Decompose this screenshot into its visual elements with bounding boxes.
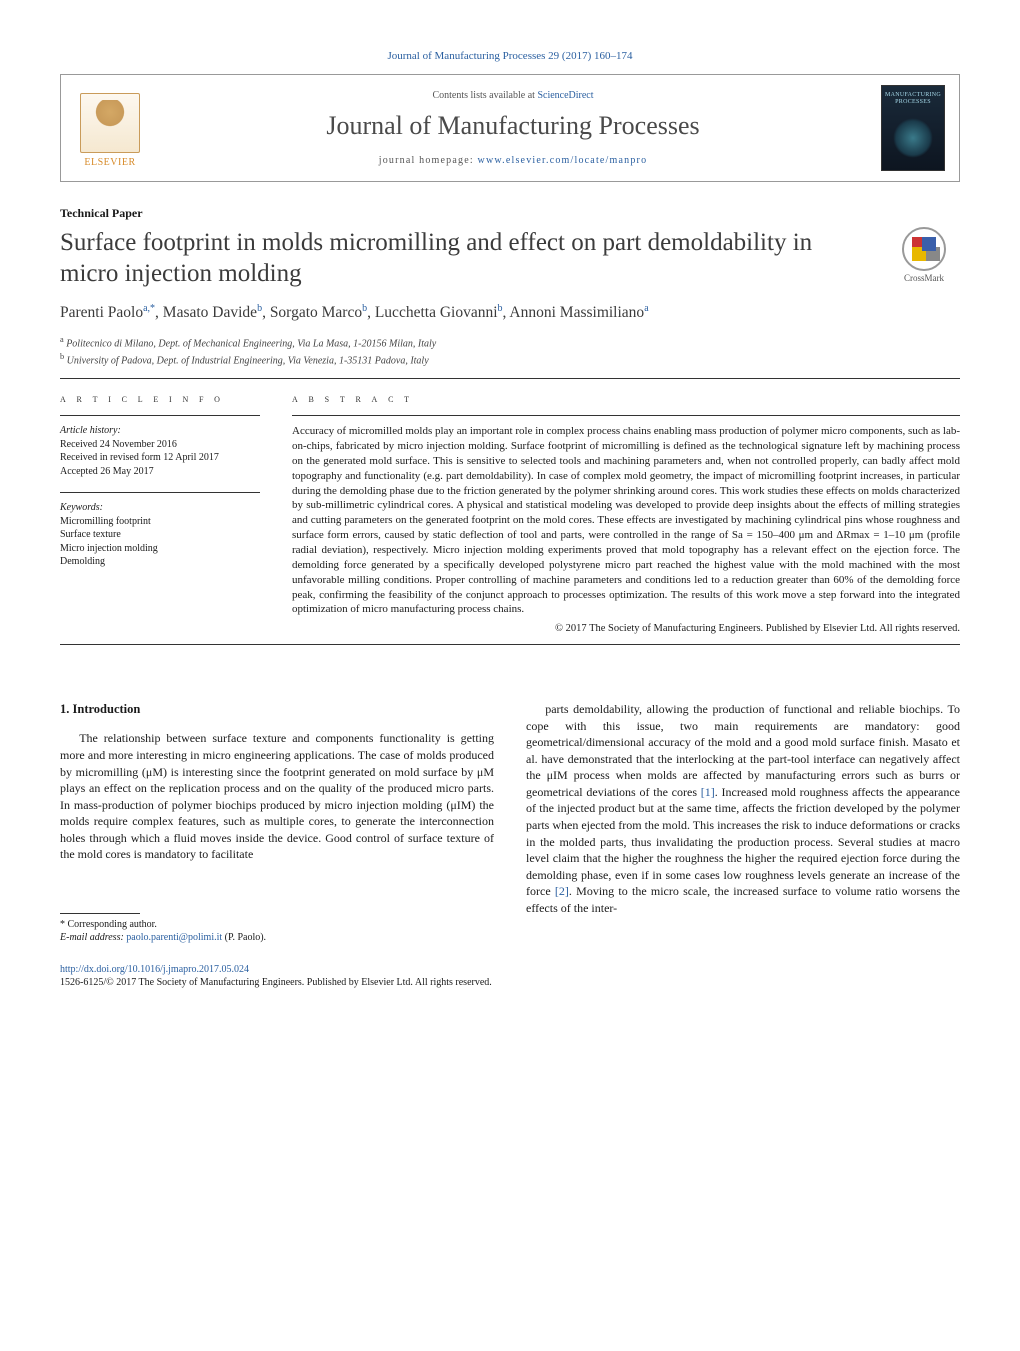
body-paragraph: parts demoldability, allowing the produc…: [526, 701, 960, 916]
keywords-label: Keywords:: [60, 501, 260, 515]
paper-title: Surface footprint in molds micromilling …: [60, 227, 868, 290]
section-number: 1.: [60, 702, 69, 716]
article-history-label: Article history:: [60, 424, 260, 438]
section-heading: 1. Introduction: [60, 701, 494, 718]
email-suffix: (P. Paolo).: [222, 932, 266, 943]
abstract-column: a b s t r a c t Accuracy of micromilled …: [292, 393, 960, 634]
info-divider: [60, 492, 260, 493]
keyword: Demolding: [60, 555, 260, 569]
footnote-rule: [60, 913, 140, 914]
affiliations: a Politecnico di Milano, Dept. of Mechan…: [60, 334, 960, 369]
contents-available-line: Contents lists available at ScienceDirec…: [145, 90, 881, 101]
author-list: Parenti Paoloa,*, Masato Davideb, Sorgat…: [60, 302, 960, 324]
doi-link[interactable]: http://dx.doi.org/10.1016/j.jmapro.2017.…: [60, 964, 249, 975]
abstract-text: Accuracy of micromilled molds play an im…: [292, 424, 960, 617]
email-line: E-mail address: paolo.parenti@polimi.it …: [60, 931, 494, 945]
body-paragraph: The relationship between surface texture…: [60, 730, 494, 862]
contents-prefix: Contents lists available at: [432, 90, 537, 101]
homepage-prefix: journal homepage:: [379, 155, 478, 166]
keyword: Surface texture: [60, 528, 260, 542]
corresponding-author-note: * Corresponding author.: [60, 918, 494, 932]
divider-rule: [60, 378, 960, 379]
crossmark-label: CrossMark: [888, 273, 960, 283]
abstract-heading: a b s t r a c t: [292, 393, 960, 405]
header-center: Contents lists available at ScienceDirec…: [145, 90, 881, 166]
author-email-link[interactable]: paolo.parenti@polimi.it: [126, 932, 222, 943]
journal-cover-thumbnail: MANUFACTURING PROCESSES: [881, 85, 945, 171]
journal-header: ELSEVIER Contents lists available at Sci…: [60, 74, 960, 182]
body-column-left: 1. Introduction The relationship between…: [60, 701, 494, 945]
article-info-heading: a r t i c l e i n f o: [60, 393, 260, 405]
elsevier-wordmark: ELSEVIER: [84, 157, 135, 168]
history-received: Received 24 November 2016: [60, 438, 260, 452]
article-info-column: a r t i c l e i n f o Article history: R…: [60, 393, 260, 634]
abstract-copyright: © 2017 The Society of Manufacturing Engi…: [292, 623, 960, 634]
elsevier-logo: ELSEVIER: [75, 88, 145, 168]
citation-link[interactable]: [2]: [555, 884, 569, 898]
journal-homepage-link[interactable]: www.elsevier.com/locate/manpro: [478, 155, 648, 166]
body-two-column: 1. Introduction The relationship between…: [60, 701, 960, 945]
journal-cover-text: MANUFACTURING PROCESSES: [882, 92, 944, 105]
keywords-block: Keywords: Micromilling footprint Surface…: [60, 501, 260, 569]
sciencedirect-link[interactable]: ScienceDirect: [537, 90, 593, 101]
divider-rule: [60, 644, 960, 645]
footnotes: * Corresponding author. E-mail address: …: [60, 918, 494, 945]
crossmark-icon: [902, 227, 946, 271]
keyword: Micro injection molding: [60, 542, 260, 556]
journal-title: Journal of Manufacturing Processes: [145, 111, 881, 141]
journal-homepage-line: journal homepage: www.elsevier.com/locat…: [145, 155, 881, 166]
abstract-divider: [292, 415, 960, 416]
info-divider: [60, 415, 260, 416]
section-title: Introduction: [73, 702, 141, 716]
history-revised: Received in revised form 12 April 2017: [60, 451, 260, 465]
journal-reference: Journal of Manufacturing Processes 29 (2…: [60, 50, 960, 62]
elsevier-tree-icon: [80, 93, 140, 153]
email-label: E-mail address:: [60, 932, 126, 943]
paper-type: Technical Paper: [60, 206, 960, 221]
crossmark-badge[interactable]: CrossMark: [888, 227, 960, 283]
doi-block: http://dx.doi.org/10.1016/j.jmapro.2017.…: [60, 963, 960, 990]
article-history-block: Article history: Received 24 November 20…: [60, 424, 260, 478]
history-accepted: Accepted 26 May 2017: [60, 465, 260, 479]
citation-link[interactable]: [1]: [701, 785, 715, 799]
body-column-right: parts demoldability, allowing the produc…: [526, 701, 960, 945]
issn-copyright-line: 1526-6125/© 2017 The Society of Manufact…: [60, 976, 960, 990]
keyword: Micromilling footprint: [60, 515, 260, 529]
